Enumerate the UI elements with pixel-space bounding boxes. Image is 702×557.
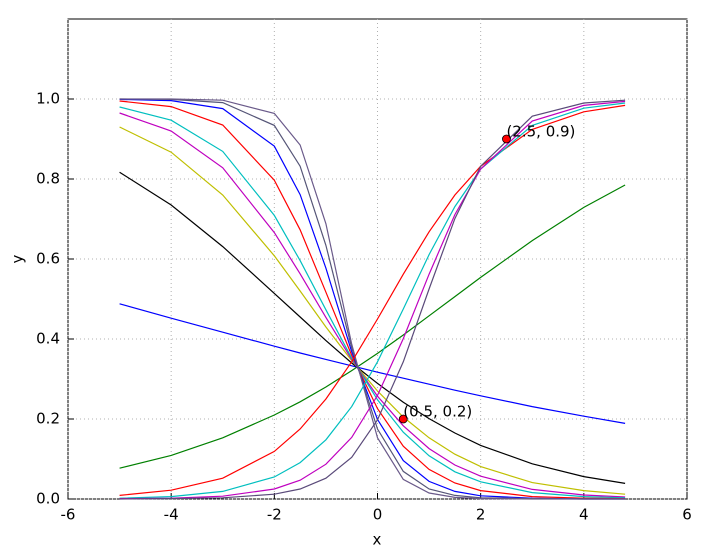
y-tick-label: 0.0 [36, 490, 60, 508]
curve [119, 303, 626, 424]
curve [119, 100, 626, 500]
curve [119, 184, 626, 469]
y-tick-label: 0.6 [36, 250, 60, 268]
data-point [398, 414, 408, 424]
x-tick-label: -6 [61, 506, 76, 524]
x-tick-label: -2 [267, 506, 282, 524]
x-tick-label: 2 [476, 506, 486, 524]
curve [119, 104, 626, 496]
point-annotation: (2.5, 0.9) [506, 123, 575, 141]
x-axis-label: x [373, 531, 382, 549]
x-tick-label: 4 [579, 506, 589, 524]
point-annotation: (0.5, 0.2) [403, 403, 472, 421]
data-point [502, 134, 511, 144]
curve [119, 126, 626, 495]
x-tick-label: 0 [373, 506, 383, 524]
curve [119, 98, 626, 500]
curve [119, 98, 626, 500]
curve [119, 102, 626, 499]
y-tick-label: 0.4 [36, 330, 60, 348]
curve [119, 99, 626, 500]
x-tick-label: 6 [682, 506, 692, 524]
curve [119, 98, 626, 500]
y-tick-label: 1.0 [36, 90, 60, 108]
curve [119, 100, 626, 500]
curve [119, 112, 626, 498]
curve [119, 106, 626, 499]
y-tick-label: 0.8 [36, 170, 60, 188]
y-axis-label: y [9, 254, 27, 263]
curve [119, 171, 626, 484]
y-tick-label: 0.2 [36, 410, 60, 428]
x-tick-label: -4 [164, 506, 179, 524]
